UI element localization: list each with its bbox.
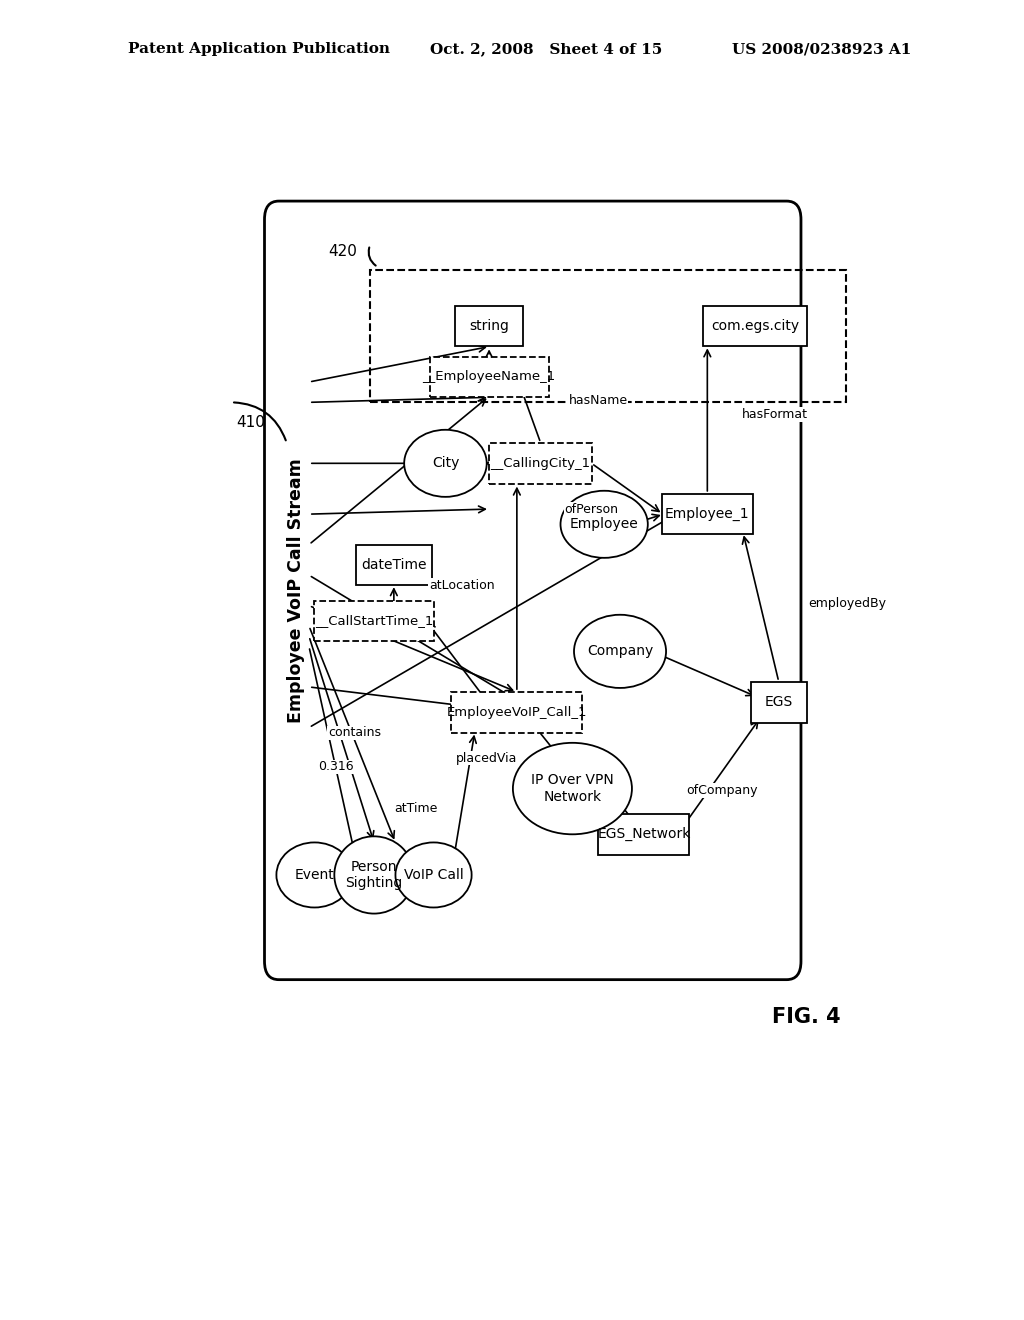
Ellipse shape <box>404 430 486 496</box>
Text: EGS: EGS <box>765 696 793 709</box>
Text: Employee_1: Employee_1 <box>665 507 750 521</box>
Ellipse shape <box>560 491 648 558</box>
Text: __CallStartTime_1: __CallStartTime_1 <box>314 614 433 627</box>
FancyBboxPatch shape <box>356 545 431 585</box>
Text: employedBy: employedBy <box>808 597 886 610</box>
Text: Company: Company <box>587 644 653 659</box>
Text: __CallingCity_1: __CallingCity_1 <box>490 457 591 470</box>
Text: EmployeeVoIP_Call_1: EmployeeVoIP_Call_1 <box>446 706 587 719</box>
FancyBboxPatch shape <box>489 444 592 483</box>
Text: FIG. 4: FIG. 4 <box>772 1007 841 1027</box>
Ellipse shape <box>334 837 414 913</box>
Text: string: string <box>469 319 509 333</box>
FancyBboxPatch shape <box>430 356 549 397</box>
Text: EGS_Network: EGS_Network <box>597 828 690 841</box>
Ellipse shape <box>574 615 666 688</box>
Text: ofCompany: ofCompany <box>686 784 758 797</box>
FancyBboxPatch shape <box>456 306 523 346</box>
Ellipse shape <box>276 842 352 907</box>
Text: atTime: atTime <box>394 803 437 816</box>
Text: hasName: hasName <box>568 393 628 407</box>
Text: 0.316: 0.316 <box>317 760 353 774</box>
Text: Person
Sighting: Person Sighting <box>345 859 402 890</box>
Text: __EmployeeName_1: __EmployeeName_1 <box>423 371 556 383</box>
Text: dateTime: dateTime <box>361 558 427 572</box>
FancyBboxPatch shape <box>703 306 807 346</box>
FancyBboxPatch shape <box>751 682 807 722</box>
Text: hasFormat: hasFormat <box>741 408 808 421</box>
FancyBboxPatch shape <box>598 814 689 854</box>
Text: Employee VoIP Call Stream: Employee VoIP Call Stream <box>288 458 305 723</box>
Text: Patent Application Publication: Patent Application Publication <box>128 42 390 57</box>
Text: Oct. 2, 2008   Sheet 4 of 15: Oct. 2, 2008 Sheet 4 of 15 <box>430 42 663 57</box>
Text: Event: Event <box>295 869 335 882</box>
Text: com.egs.city: com.egs.city <box>711 319 799 333</box>
Text: City: City <box>432 457 459 470</box>
Text: Employee: Employee <box>569 517 639 532</box>
Text: placedVia: placedVia <box>456 751 517 764</box>
FancyBboxPatch shape <box>452 692 583 733</box>
Text: 410: 410 <box>237 416 265 430</box>
Text: US 2008/0238923 A1: US 2008/0238923 A1 <box>732 42 911 57</box>
Text: ofPerson: ofPerson <box>564 503 618 516</box>
Text: 420: 420 <box>328 244 356 260</box>
FancyBboxPatch shape <box>314 601 433 642</box>
FancyBboxPatch shape <box>662 494 753 535</box>
Ellipse shape <box>395 842 472 907</box>
Text: contains: contains <box>328 726 381 739</box>
Text: atLocation: atLocation <box>429 578 495 591</box>
FancyBboxPatch shape <box>264 201 801 979</box>
Text: IP Over VPN
Network: IP Over VPN Network <box>531 774 613 804</box>
Ellipse shape <box>513 743 632 834</box>
Text: VoIP Call: VoIP Call <box>403 869 464 882</box>
